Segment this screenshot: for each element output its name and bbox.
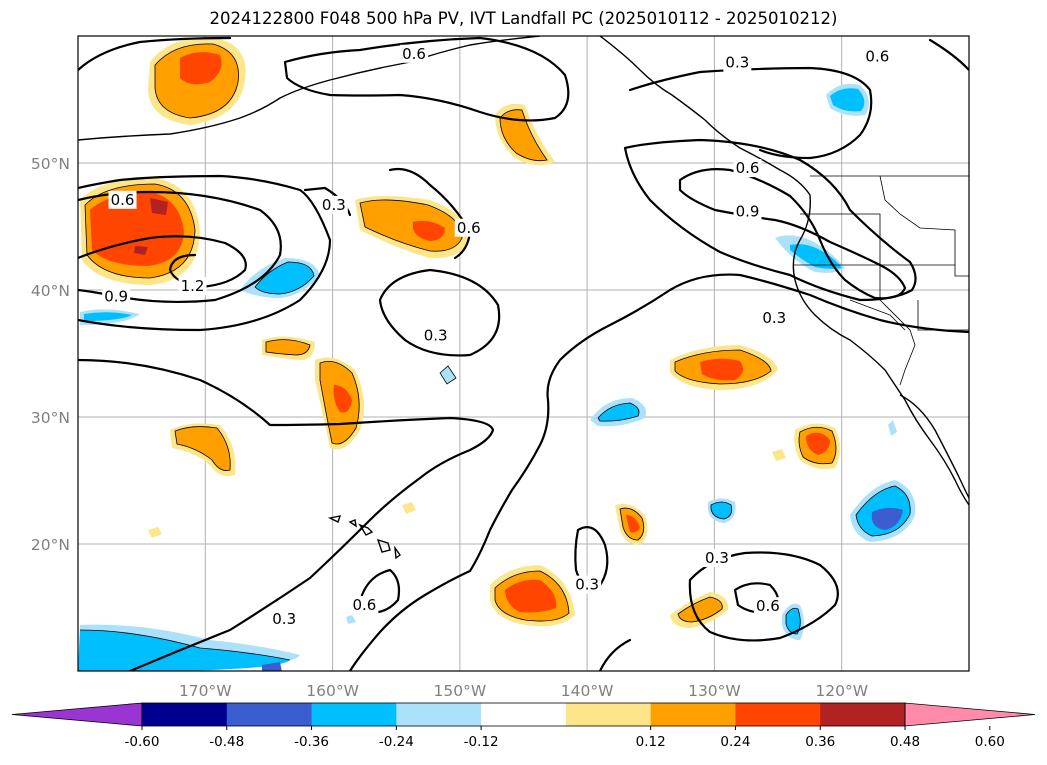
- contour-label: 0.6: [865, 47, 889, 65]
- map-frame: [77, 35, 970, 672]
- lon-tick-labels: 170°W 160°W 150°W 140°W 130°W 120°W: [179, 682, 868, 700]
- lat-tick-label: 40°N: [31, 282, 70, 300]
- lon-tick-label: 140°W: [561, 682, 614, 700]
- contour-label: 0.6: [402, 45, 426, 63]
- colorbar: -0.60 -0.48 -0.36 -0.24 -0.12 0.12 0.24 0.36 0.4…: [11, 702, 1036, 750]
- colorbar-extend-low: [11, 702, 143, 727]
- chart-title: 2024122800 F048 500 hPa PV, IVT Landfall…: [209, 9, 838, 28]
- colorbar-segment: [735, 703, 821, 726]
- colorbar-segment: [142, 703, 228, 726]
- colorbar-tick-label: 0.48: [890, 734, 920, 750]
- contour-label-halo: [702, 548, 731, 567]
- colorbar-extend-high: [904, 702, 1036, 727]
- colorbar-tick-label: -0.24: [379, 734, 414, 750]
- contour-label: 0.3: [424, 327, 448, 345]
- lat-tick-label: 30°N: [31, 409, 70, 427]
- lon-tick-label: 170°W: [179, 682, 232, 700]
- contour-label: 0.3: [725, 54, 749, 72]
- colorbar-tick-label: 0.12: [636, 734, 666, 750]
- contour-label: 0.6: [736, 159, 760, 177]
- lat-tick-label: 50°N: [31, 155, 70, 173]
- contour-labels: 0.6 0.3 0.6 1.2 0.9 0.3 0.3 0.6 0.9 0.3 0.6 0.6 0.3 0…: [102, 44, 892, 628]
- contour-label: 0.9: [736, 202, 760, 220]
- colorbar-tick-label: -0.48: [209, 734, 244, 750]
- contour-label: 0.3: [272, 610, 296, 628]
- contour-label-halo: [454, 218, 483, 237]
- contour-label-halo: [573, 575, 602, 594]
- colorbar-tick-label: -0.60: [125, 734, 160, 750]
- contour-label-halo: [350, 595, 379, 614]
- contour-label: 0.6: [457, 219, 481, 237]
- colorbar-segment: [565, 703, 652, 726]
- contour-label-halo: [400, 44, 429, 63]
- contour-label: 0.3: [762, 309, 786, 327]
- contour-label-halo: [733, 202, 762, 221]
- ivt-anomaly-outlines: [79, 43, 911, 661]
- political-borders: [793, 175, 969, 386]
- contour-label: 0.9: [104, 287, 128, 305]
- contour-label: 0.6: [111, 191, 135, 209]
- contour-label: 0.6: [352, 596, 376, 614]
- contour-label-halo: [108, 190, 137, 209]
- colorbar-segment: [481, 703, 567, 726]
- lat-tick-label: 20°N: [31, 536, 70, 554]
- colorbar-segment: [650, 703, 736, 726]
- colorbar-tick-label: -0.12: [464, 734, 499, 750]
- contour-label-halo: [178, 277, 207, 296]
- colorbar-tick-label: -0.36: [294, 734, 329, 750]
- lon-tick-label: 130°W: [688, 682, 741, 700]
- contour-label: 1.2: [181, 277, 205, 295]
- contour-label: 0.3: [322, 196, 346, 214]
- pv-contours: [78, 36, 969, 671]
- colorbar-tick-label: 0.60: [975, 734, 1005, 750]
- lon-tick-label: 150°W: [434, 682, 487, 700]
- contour-label-halo: [270, 609, 299, 628]
- colorbar-tick-label: 0.24: [720, 734, 750, 750]
- lon-tick-label: 160°W: [306, 682, 359, 700]
- contour-label-halo: [102, 287, 131, 306]
- colorbar-segment: [311, 703, 397, 726]
- lon-tick-label: 120°W: [815, 682, 868, 700]
- colorbar-outline: [141, 702, 906, 727]
- colorbar-segment: [226, 703, 313, 726]
- colorbar-tick-label: 0.36: [805, 734, 835, 750]
- contour-label-halo: [733, 159, 762, 178]
- contour-label-halo: [421, 326, 450, 345]
- contour-label: 0.3: [575, 576, 599, 594]
- colorbar-segment: [820, 703, 906, 726]
- contour-label-halo: [753, 597, 782, 616]
- contour-label-halo: [319, 195, 348, 214]
- contour-label: 0.6: [756, 597, 780, 615]
- coastlines: [78, 36, 969, 560]
- contour-label-halo: [760, 308, 789, 327]
- contour-label-halo: [863, 47, 892, 66]
- lat-tick-labels: 50°N 40°N 30°N 20°N: [31, 155, 70, 554]
- contour-label: 0.3: [705, 549, 729, 567]
- colorbar-segment: [396, 703, 482, 726]
- contour-label-halo: [723, 53, 752, 72]
